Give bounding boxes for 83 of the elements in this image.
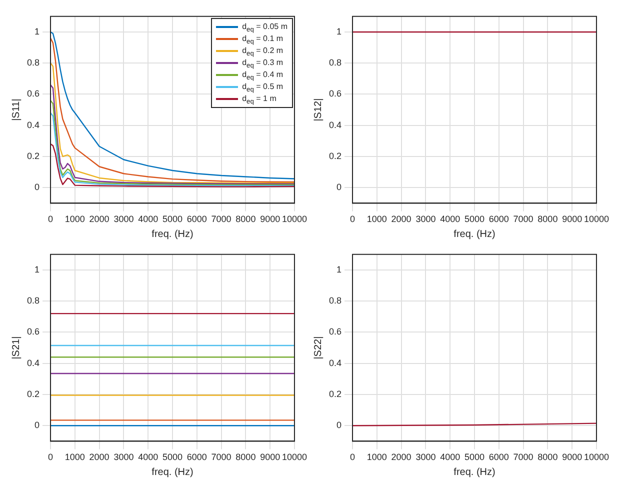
x-tick-label: 5000	[162, 214, 183, 224]
x-tick-label: 7000	[211, 214, 232, 224]
legend-label: d$_{eq}$ = 0.5 m	[242, 82, 284, 94]
x-tick-label: 2000	[391, 214, 412, 224]
x-tick-label: 6000	[186, 214, 207, 224]
y-tick-label: 0	[34, 420, 40, 430]
x-axis-title: freq. (Hz)	[454, 228, 496, 240]
y-tick-label: 0	[336, 420, 342, 430]
x-tick-label: 9000	[260, 214, 280, 224]
x-tick-label: 4000	[138, 214, 158, 224]
x-tick-label: 3000	[416, 452, 436, 462]
x-tick-label: 10000	[282, 214, 307, 224]
x-tick-label: 4000	[440, 214, 460, 224]
x-tick-label: 3000	[114, 214, 134, 224]
x-tick-label: 4000	[440, 452, 460, 462]
legend-label: d$_{eq}$ = 1 m	[242, 94, 276, 106]
y-tick-label: 0.6	[26, 326, 40, 337]
x-tick-label: 8000	[236, 214, 256, 224]
x-tick-label: 2000	[89, 452, 110, 462]
legend-label: d$_{eq}$ = 0.3 m	[242, 58, 284, 70]
y-tick-label: 0.4	[328, 120, 342, 130]
x-tick-label: 2000	[391, 452, 412, 462]
x-tick-label: 1000	[366, 452, 387, 462]
y-tick-label: 0.6	[328, 88, 342, 99]
y-axis-title: |S11|	[10, 98, 22, 121]
y-tick-label: 1	[34, 264, 40, 274]
y-tick-label: 0	[34, 182, 40, 192]
legend-label: d$_{eq}$ = 0.4 m	[242, 70, 284, 82]
legend-label: d$_{eq}$ = 0.2 m	[242, 46, 284, 58]
x-tick-label: 6000	[488, 214, 509, 224]
y-tick-label: 0.8	[26, 296, 40, 306]
x-tick-label: 5000	[464, 214, 485, 224]
x-tick-label: 3000	[416, 214, 436, 224]
x-axis-title: freq. (Hz)	[152, 228, 194, 240]
x-tick-label: 9000	[562, 214, 582, 224]
x-tick-label: 3000	[114, 452, 134, 462]
y-tick-label: 0.6	[328, 326, 342, 337]
y-axis-title: |S22|	[312, 336, 324, 360]
x-tick-label: 0	[350, 214, 356, 224]
x-axis-title: freq. (Hz)	[152, 466, 194, 478]
y-tick-label: 0.4	[328, 358, 342, 368]
y-tick-label: 0.4	[26, 120, 40, 130]
x-tick-label: 10000	[584, 452, 609, 462]
x-tick-label: 10000	[282, 452, 307, 462]
y-tick-label: 0.8	[328, 58, 342, 68]
y-tick-label: 1	[336, 264, 342, 274]
x-tick-label: 8000	[236, 452, 256, 462]
y-tick-label: 0.4	[26, 358, 40, 368]
x-axis-title: freq. (Hz)	[454, 466, 496, 478]
x-tick-label: 7000	[513, 214, 534, 224]
legend-label: d$_{eq}$ = 0.1 m	[242, 34, 284, 46]
y-axis-title: |S21|	[10, 336, 22, 360]
x-tick-label: 1000	[64, 214, 85, 224]
y-axis-title: |S12|	[312, 98, 324, 122]
x-tick-label: 5000	[162, 452, 183, 462]
y-tick-label: 0.8	[328, 296, 342, 306]
y-tick-label: 0.2	[26, 150, 40, 161]
y-tick-label: 1	[336, 26, 342, 36]
y-tick-label: 1	[34, 26, 40, 36]
y-tick-label: 0.6	[26, 88, 40, 99]
x-tick-label: 8000	[538, 452, 558, 462]
y-tick-label: 0.2	[328, 150, 342, 161]
x-tick-label: 7000	[211, 452, 232, 462]
x-tick-label: 0	[48, 214, 54, 224]
x-tick-label: 0	[350, 452, 356, 462]
x-tick-label: 1000	[64, 452, 85, 462]
x-tick-label: 1000	[366, 214, 387, 224]
y-tick-label: 0	[336, 182, 342, 192]
y-tick-label: 0.8	[26, 58, 40, 68]
x-tick-label: 5000	[464, 452, 485, 462]
x-tick-label: 7000	[513, 452, 534, 462]
y-tick-label: 0.2	[328, 388, 342, 399]
x-tick-label: 6000	[488, 452, 509, 462]
y-tick-label: 0.2	[26, 388, 40, 399]
x-tick-label: 8000	[538, 214, 558, 224]
x-tick-label: 0	[48, 452, 54, 462]
x-tick-label: 9000	[260, 452, 280, 462]
x-tick-label: 4000	[138, 452, 158, 462]
legend-label: d$_{eq}$ = 0.05 m	[242, 22, 288, 34]
x-tick-label: 2000	[89, 214, 110, 224]
x-tick-label: 10000	[584, 214, 609, 224]
x-tick-label: 9000	[562, 452, 582, 462]
x-tick-label: 6000	[186, 452, 207, 462]
